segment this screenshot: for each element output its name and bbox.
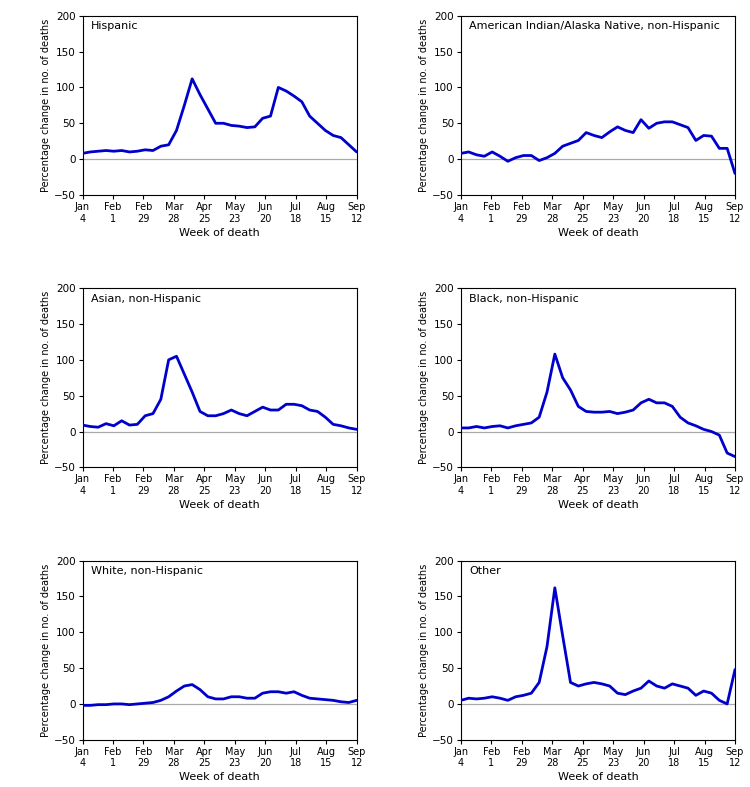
Y-axis label: Percentage change in no. of deaths: Percentage change in no. of deaths bbox=[41, 19, 51, 192]
X-axis label: Week of death: Week of death bbox=[179, 773, 260, 782]
Y-axis label: Percentage change in no. of deaths: Percentage change in no. of deaths bbox=[41, 563, 51, 737]
X-axis label: Week of death: Week of death bbox=[179, 227, 260, 238]
Text: Black, non-Hispanic: Black, non-Hispanic bbox=[469, 294, 579, 304]
Text: Asian, non-Hispanic: Asian, non-Hispanic bbox=[91, 294, 201, 304]
Y-axis label: Percentage change in no. of deaths: Percentage change in no. of deaths bbox=[41, 291, 51, 464]
X-axis label: Week of death: Week of death bbox=[557, 500, 638, 510]
Y-axis label: Percentage change in no. of deaths: Percentage change in no. of deaths bbox=[419, 19, 429, 192]
X-axis label: Week of death: Week of death bbox=[557, 227, 638, 238]
Y-axis label: Percentage change in no. of deaths: Percentage change in no. of deaths bbox=[419, 563, 429, 737]
Text: Other: Other bbox=[469, 566, 501, 576]
X-axis label: Week of death: Week of death bbox=[557, 773, 638, 782]
Text: American Indian/Alaska Native, non-Hispanic: American Indian/Alaska Native, non-Hispa… bbox=[469, 21, 720, 31]
Y-axis label: Percentage change in no. of deaths: Percentage change in no. of deaths bbox=[419, 291, 429, 464]
X-axis label: Week of death: Week of death bbox=[179, 500, 260, 510]
Text: White, non-Hispanic: White, non-Hispanic bbox=[91, 566, 202, 576]
Text: Hispanic: Hispanic bbox=[91, 21, 138, 31]
